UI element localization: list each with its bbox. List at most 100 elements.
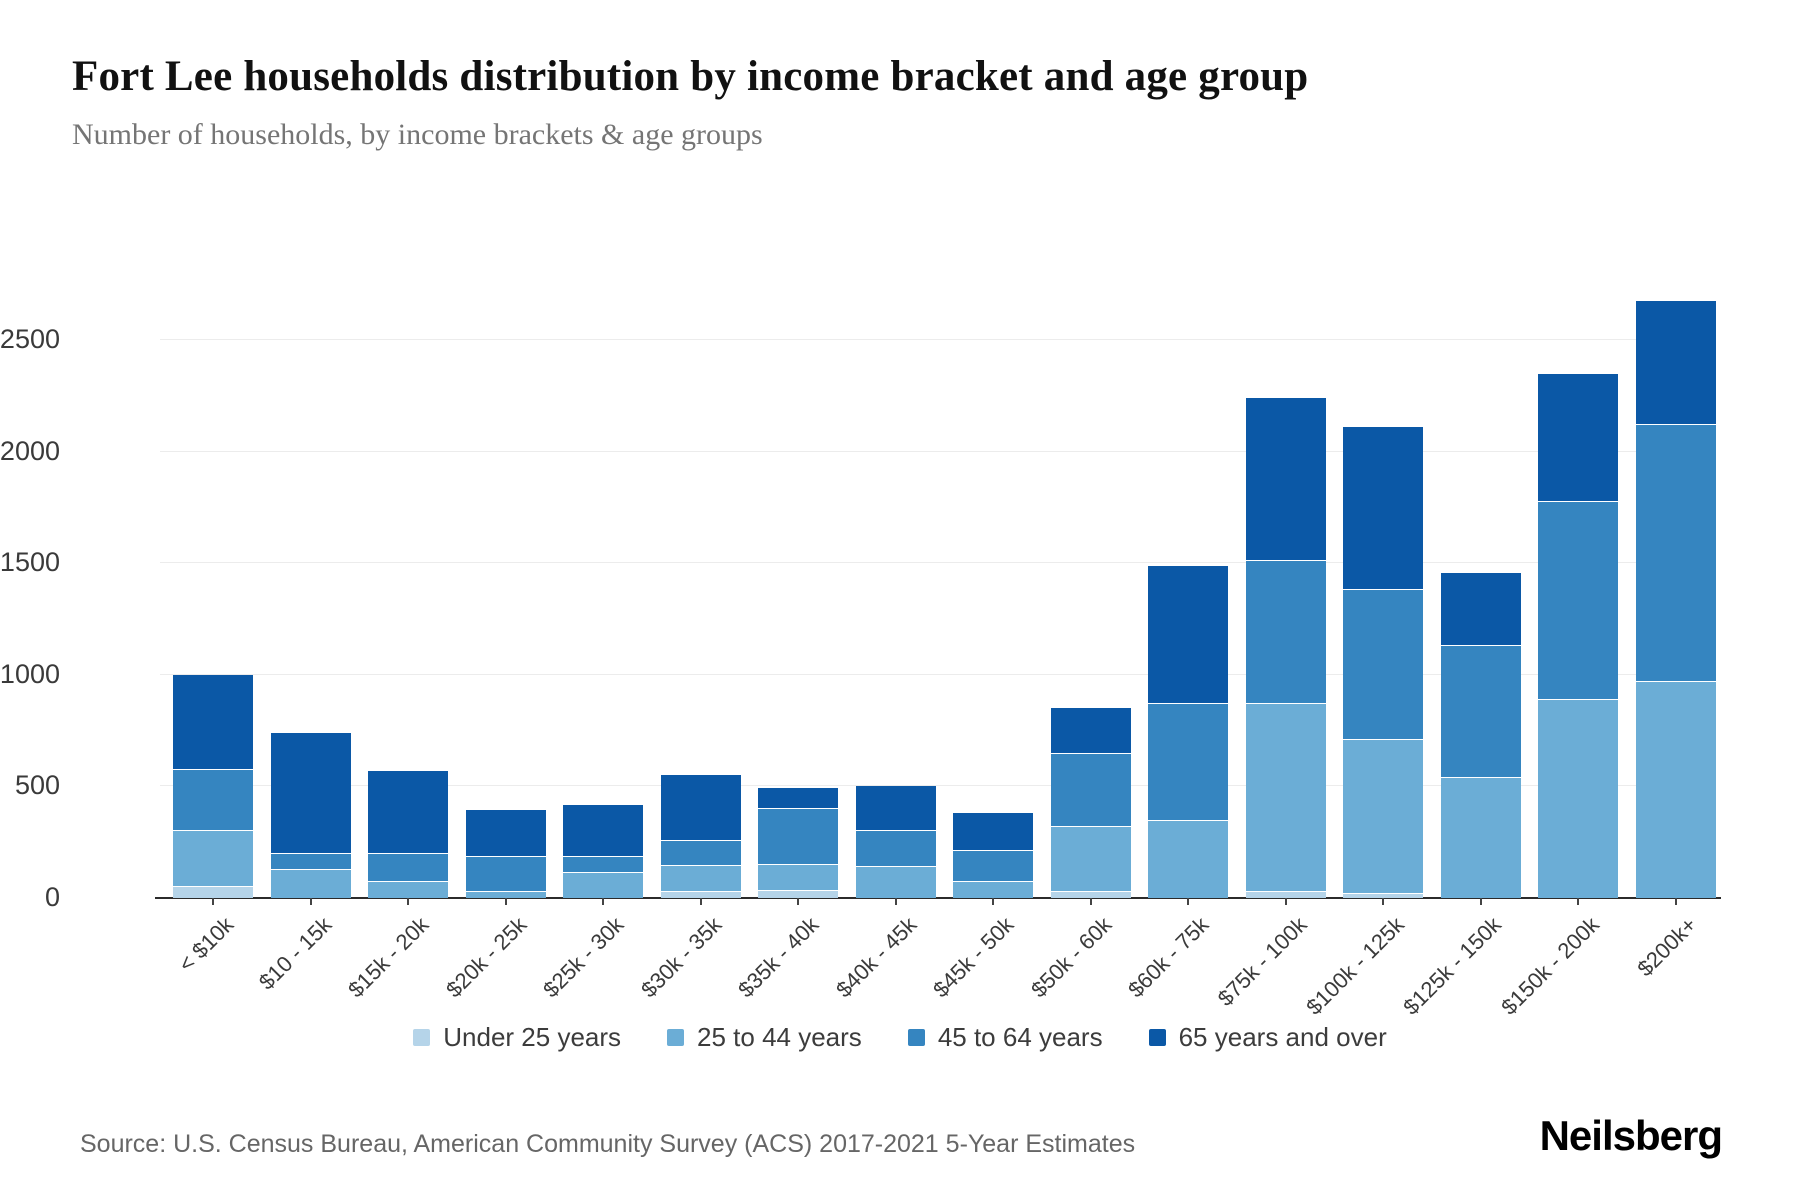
source-note: Source: U.S. Census Bureau, American Com… (80, 1130, 1136, 1158)
bar-segment[interactable] (1245, 892, 1326, 898)
bar-segment[interactable] (660, 774, 741, 841)
bar-$200k+[interactable] (1635, 300, 1716, 898)
page-subtitle: Number of households, by income brackets… (72, 118, 763, 151)
bar-segment[interactable] (758, 809, 838, 864)
bar-segment[interactable] (1635, 425, 1716, 681)
bar-$20k - 25k[interactable] (465, 810, 546, 898)
bar-segment[interactable] (1245, 397, 1326, 561)
bar-segment[interactable] (173, 886, 253, 898)
bar-segment[interactable] (563, 804, 643, 856)
bar-$45k - 50k[interactable] (953, 813, 1033, 898)
bar-segment[interactable] (563, 873, 643, 898)
bar-segment[interactable] (1343, 426, 1423, 590)
y-axis-tick-label: 2500 (0, 324, 60, 355)
legend: Under 25 years 25 to 44 years 45 to 64 yea… (0, 1022, 1800, 1053)
legend-item-65-years-and-over[interactable]: 65 years and over (1148, 1022, 1387, 1053)
x-axis-tick (797, 898, 799, 905)
bar-segment[interactable] (1635, 300, 1716, 425)
bar-segment[interactable] (173, 675, 253, 769)
bar-segment[interactable] (1245, 704, 1326, 892)
bar-segment[interactable] (855, 866, 936, 898)
bar-segment[interactable] (1440, 572, 1521, 646)
legend-label: Under 25 years (443, 1022, 622, 1052)
bar-segment[interactable] (1050, 754, 1131, 826)
bar-segment[interactable] (270, 733, 351, 853)
bar-segment[interactable] (953, 813, 1033, 851)
bar-$35k - 40k[interactable] (758, 787, 838, 898)
x-axis-tick (504, 898, 507, 905)
x-axis-tick-label: $100k - 125k (1301, 912, 1409, 1020)
bar-segment[interactable] (1440, 777, 1521, 898)
bar-$125k - 150k[interactable] (1440, 572, 1521, 898)
bar-segment[interactable] (1440, 646, 1521, 777)
bar-< $10k[interactable] (173, 675, 253, 898)
bar-segment[interactable] (465, 856, 546, 892)
gridline-1000 (160, 673, 1716, 675)
bar-segment[interactable] (1538, 502, 1618, 699)
legend-swatch-icon (667, 1029, 685, 1046)
bar-segment[interactable] (953, 882, 1033, 898)
bar-segment[interactable] (368, 882, 448, 898)
x-axis-tick (1284, 898, 1287, 905)
x-axis-tick-label: $150k - 200k (1496, 912, 1604, 1020)
bar-segment[interactable] (368, 853, 448, 882)
bar-segment[interactable] (660, 892, 741, 898)
gridline-500 (160, 785, 1716, 787)
bar-$40k - 45k[interactable] (855, 785, 936, 898)
bar-segment[interactable] (1050, 707, 1131, 754)
bar-segment[interactable] (368, 771, 448, 853)
bar-segment[interactable] (758, 787, 838, 809)
bar-segment[interactable] (563, 856, 643, 873)
bar-segment[interactable] (1148, 821, 1228, 898)
bar-segment[interactable] (1343, 893, 1423, 898)
bar-$75k - 100k[interactable] (1245, 397, 1326, 898)
bar-segment[interactable] (1148, 565, 1228, 704)
bar-$15k - 20k[interactable] (368, 771, 448, 898)
bar-segment[interactable] (270, 853, 351, 870)
bar-$50k - 60k[interactable] (1050, 707, 1131, 898)
legend-item-under-25-years[interactable]: Under 25 years (413, 1022, 621, 1053)
plot-area: 0 500 1000 1500 2000 2500 < $10k $10 - 15k $15k … (0, 298, 1721, 1020)
y-axis-tick-label: 500 (14, 770, 60, 801)
legend-swatch-icon (1148, 1029, 1166, 1046)
y-axis-tick-label: 0 (44, 882, 60, 912)
bar-segment[interactable] (1635, 681, 1716, 898)
x-axis-tick (407, 898, 409, 905)
bar-segment[interactable] (1050, 826, 1131, 892)
bar-segment[interactable] (855, 831, 936, 866)
bar-segment[interactable] (465, 892, 546, 898)
x-axis-tick-label: $50k - 60k (1025, 912, 1117, 1003)
bar-segment[interactable] (1050, 892, 1131, 898)
bar-segment[interactable] (1148, 704, 1228, 821)
bar-segment[interactable] (953, 851, 1033, 882)
legend-item-25-to-44-years[interactable]: 25 to 44 years (667, 1022, 862, 1053)
bar-segment[interactable] (1538, 699, 1618, 898)
bar-$100k - 125k[interactable] (1343, 426, 1423, 898)
bar-segment[interactable] (660, 841, 741, 865)
bar-$30k - 35k[interactable] (660, 774, 741, 898)
bar-segment[interactable] (1538, 374, 1618, 502)
bar-segment[interactable] (1343, 590, 1423, 739)
legend-label: 25 to 44 years (697, 1022, 862, 1052)
bar-$25k - 30k[interactable] (563, 804, 643, 898)
bar-segment[interactable] (465, 810, 546, 856)
bar-segment[interactable] (1343, 739, 1423, 893)
bar-segment[interactable] (173, 770, 253, 831)
bar-segment[interactable] (270, 870, 351, 898)
bar-segment[interactable] (758, 864, 838, 891)
legend-item-45-to-64-years[interactable]: 45 to 64 years (907, 1022, 1103, 1053)
bar-segment[interactable] (758, 891, 838, 898)
y-axis-tick-label: 2000 (0, 435, 60, 466)
bar-segment[interactable] (855, 785, 936, 831)
bar-segment[interactable] (660, 865, 741, 892)
bar-$10 - 15k[interactable] (270, 733, 351, 898)
bar-segment[interactable] (1245, 561, 1326, 704)
gridline-1500 (160, 562, 1716, 564)
bar-$150k - 200k[interactable] (1538, 374, 1618, 898)
gridline-2000 (160, 450, 1716, 452)
legend-label: 45 to 64 years (937, 1022, 1103, 1052)
x-axis-tick-label: $200k+ (1632, 912, 1702, 982)
bar-$60k - 75k[interactable] (1148, 565, 1228, 898)
bar-segment[interactable] (173, 831, 253, 886)
